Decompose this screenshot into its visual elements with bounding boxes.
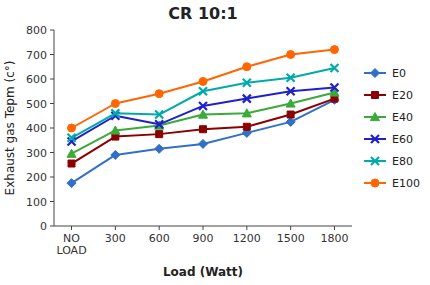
x-tick-label-line: 1500 — [277, 232, 305, 245]
point — [287, 111, 294, 118]
x-tick — [159, 226, 160, 230]
x-tick-label: NOLOAD — [56, 232, 86, 257]
series-line — [72, 99, 335, 164]
point — [199, 139, 208, 148]
y-tick-label: 100 — [26, 196, 47, 209]
point — [287, 87, 295, 95]
series-line — [72, 50, 335, 128]
y-tick-label: 500 — [26, 98, 47, 111]
legend-label: E60 — [392, 133, 413, 146]
y-tick — [50, 30, 54, 31]
x-tick-label-line: 300 — [105, 232, 126, 245]
point — [68, 134, 76, 142]
y-tick-label: 700 — [26, 49, 47, 62]
legend-marker — [371, 179, 379, 187]
point — [156, 131, 163, 138]
point — [155, 120, 163, 128]
x-tick — [71, 226, 72, 230]
legend-label: E20 — [392, 89, 413, 102]
y-tick-label: 800 — [26, 24, 47, 37]
legend-marker — [371, 135, 379, 143]
point — [155, 90, 163, 98]
y-tick-label: 400 — [26, 122, 47, 135]
point — [111, 100, 119, 108]
point — [155, 111, 163, 119]
point — [330, 84, 338, 92]
x-tick-label-line: 900 — [193, 232, 214, 245]
x-tick-label: 300 — [105, 232, 126, 245]
x-axis-label: Load (Watt) — [163, 265, 243, 279]
y-tick-label: 300 — [26, 147, 47, 160]
x-tick — [290, 226, 291, 230]
point — [67, 179, 76, 188]
point — [199, 102, 207, 110]
point — [199, 110, 208, 118]
y-tick-label: 600 — [26, 73, 47, 86]
legend-label: E40 — [392, 111, 413, 124]
point — [111, 109, 119, 117]
y-tick — [50, 54, 54, 55]
point — [287, 74, 295, 82]
y-tick — [50, 226, 54, 227]
point — [111, 150, 120, 159]
point — [243, 79, 251, 87]
legend-marker — [371, 157, 379, 165]
legend-label: E0 — [392, 67, 406, 80]
legend-label: E80 — [392, 155, 413, 168]
x-tick — [203, 226, 204, 230]
x-tick-label-line: 1800 — [320, 232, 348, 245]
point — [111, 126, 120, 134]
legend: E0 E20 E40 E60 E80 E100 — [364, 67, 420, 190]
y-tick — [50, 201, 54, 202]
x-tick — [115, 226, 116, 230]
y-tick-label: 0 — [40, 220, 47, 233]
y-axis-label: Exhaust gas Tepm (c°) — [3, 61, 17, 196]
x-tick — [334, 226, 335, 230]
point — [287, 51, 295, 59]
point — [330, 95, 339, 104]
y-tick — [50, 152, 54, 153]
point — [242, 109, 251, 117]
point — [243, 63, 251, 71]
point — [286, 117, 295, 126]
legend-marker — [372, 92, 379, 99]
point — [243, 123, 250, 130]
series-line — [72, 92, 335, 153]
point — [67, 149, 76, 157]
title: CR 10:1 — [168, 4, 237, 23]
point — [199, 77, 207, 85]
x-tick-label: 900 — [193, 232, 214, 245]
y-tick-label: 200 — [26, 171, 47, 184]
point — [330, 46, 338, 54]
point — [286, 99, 295, 107]
point — [243, 95, 251, 103]
legend-marker — [371, 69, 380, 78]
x-tick-label: 1800 — [320, 232, 348, 245]
chart: 0 100 200 300 400 500 600 700 800 NOLOAD 300 600 900… — [0, 0, 430, 285]
x-tick-label-line: LOAD — [56, 244, 86, 257]
y-tick — [50, 103, 54, 104]
point — [199, 87, 207, 95]
point — [155, 144, 164, 153]
legend-label: E100 — [392, 177, 420, 190]
point — [68, 160, 75, 167]
series-line — [72, 88, 335, 142]
series-line — [72, 68, 335, 138]
point — [68, 124, 76, 132]
x-tick-label-line: 1200 — [233, 232, 261, 245]
y-tick — [50, 128, 54, 129]
point — [200, 126, 207, 133]
point — [155, 121, 164, 129]
x-tick-label-line: 600 — [149, 232, 170, 245]
legend-marker — [371, 113, 380, 121]
x-tick-label: 1200 — [233, 232, 261, 245]
x-tick-label: 1500 — [277, 232, 305, 245]
x-tick — [246, 226, 247, 230]
point — [330, 64, 338, 72]
plot-area — [67, 46, 339, 188]
x-tick-label: 600 — [149, 232, 170, 245]
y-tick — [50, 177, 54, 178]
y-tick — [50, 79, 54, 80]
